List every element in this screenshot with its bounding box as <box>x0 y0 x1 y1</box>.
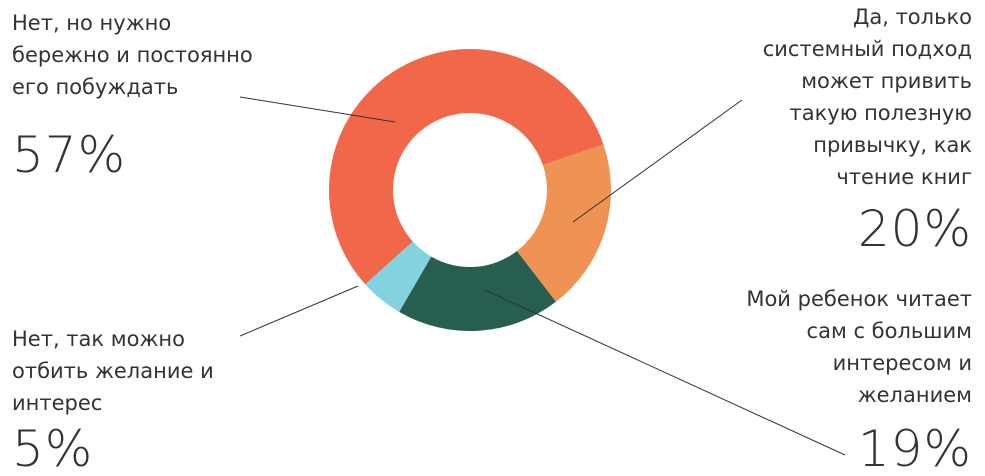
slice-label: отбить желание и <box>12 359 214 383</box>
slice-label: желанием <box>858 383 972 407</box>
donut-segment <box>399 251 556 331</box>
slice-label: его побуждать <box>12 75 178 99</box>
donut-segment <box>516 144 611 302</box>
slice-label: Нет, но нужно <box>12 11 171 35</box>
leader-line <box>484 289 846 456</box>
donut-segment <box>365 241 432 312</box>
slice-label: сам с большим <box>807 319 972 343</box>
value-label: 57% <box>12 126 126 184</box>
leader-line <box>239 96 396 123</box>
slice-label: Мой ребенок читает <box>746 287 972 311</box>
slice-label: интересом и <box>833 351 972 375</box>
slice-label: бережно и постоянно <box>12 43 253 67</box>
slice-label: системный подход <box>763 37 972 61</box>
slice-label: может привить <box>801 69 972 93</box>
value-label: 19% <box>858 420 972 476</box>
slice-label: интерес <box>12 391 102 415</box>
slice-label: привычку, как <box>813 133 972 157</box>
donut-segment <box>328 49 604 285</box>
slice-label: Да, только <box>853 5 972 29</box>
slice-label: чтение книг <box>836 165 972 189</box>
slice-label: такую полезную <box>790 101 973 125</box>
leader-line <box>572 99 743 223</box>
leader-line <box>239 285 359 337</box>
value-label: 20% <box>858 200 972 258</box>
slice-label: Нет, так можно <box>12 327 185 351</box>
value-label: 5% <box>12 420 93 476</box>
